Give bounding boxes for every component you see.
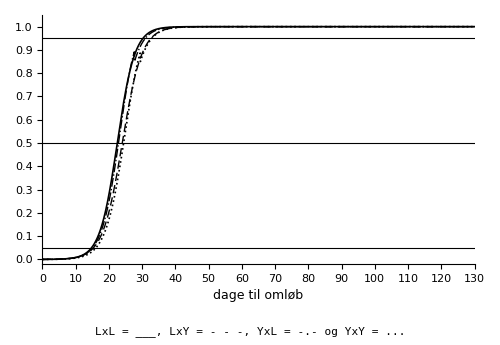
Text: LxL = ___, LxY = - - -, YxL = -.- og YxY = ...: LxL = ___, LxY = - - -, YxL = -.- og YxY…: [95, 326, 405, 337]
X-axis label: dage til omløb: dage til omløb: [214, 289, 304, 303]
